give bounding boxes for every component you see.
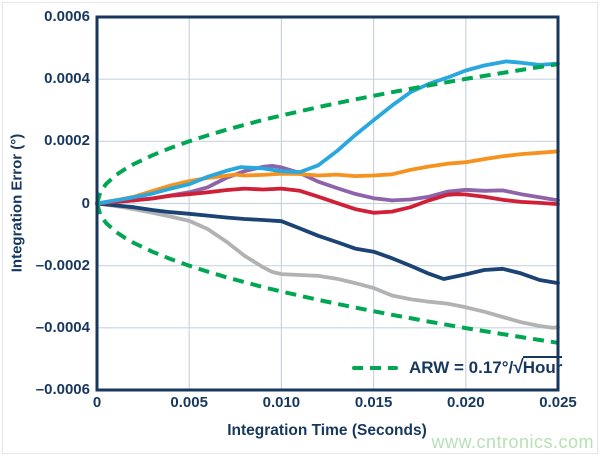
series-navy-gyro-line — [95, 201, 560, 286]
y-tick-label: 0.0002 — [44, 132, 90, 150]
y-tick-label: –0.0006 — [35, 381, 90, 398]
x-axis-title: Integration Time (Seconds) — [227, 422, 427, 439]
series-arw-envelope-lower-line — [95, 202, 559, 345]
series-gray-gyro-line — [95, 201, 560, 330]
y-tick-label: –0.0002 — [35, 256, 90, 274]
watermark: www.cntronics.com — [431, 432, 594, 452]
x-tick-label: 0.005 — [170, 394, 208, 411]
x-tick-label: 0.010 — [262, 394, 301, 411]
arw-dashed-line-swatch — [352, 366, 398, 370]
y-tick-label: 0.0006 — [44, 8, 90, 25]
x-tick-label: 0.015 — [354, 394, 393, 411]
series-cyan-gyro-line — [95, 59, 560, 206]
y-tick-label: –0.0004 — [35, 318, 90, 336]
series-red-gyro-line — [95, 186, 560, 215]
arw-legend-text: ARW = 0.17°/ — [409, 358, 514, 377]
y-tick-label: 0.0004 — [44, 70, 90, 88]
sqrt-radical-symbol: √ — [513, 357, 524, 378]
series-orange-gyro-line — [95, 149, 560, 206]
x-tick-label: 0.020 — [447, 394, 485, 411]
arw-legend-label: ARW = 0.17°/√Hour — [409, 356, 563, 379]
x-tick-label: 0.025 — [539, 394, 577, 411]
sqrt-radicand: Hour — [522, 356, 563, 377]
plot-frame — [95, 15, 560, 392]
y-tick-label: 0 — [81, 194, 90, 212]
arw-legend: ARW = 0.17°/√Hour — [352, 356, 563, 380]
x-tick-label: 0 — [92, 394, 102, 411]
series-arw-envelope-upper-line — [95, 62, 559, 205]
